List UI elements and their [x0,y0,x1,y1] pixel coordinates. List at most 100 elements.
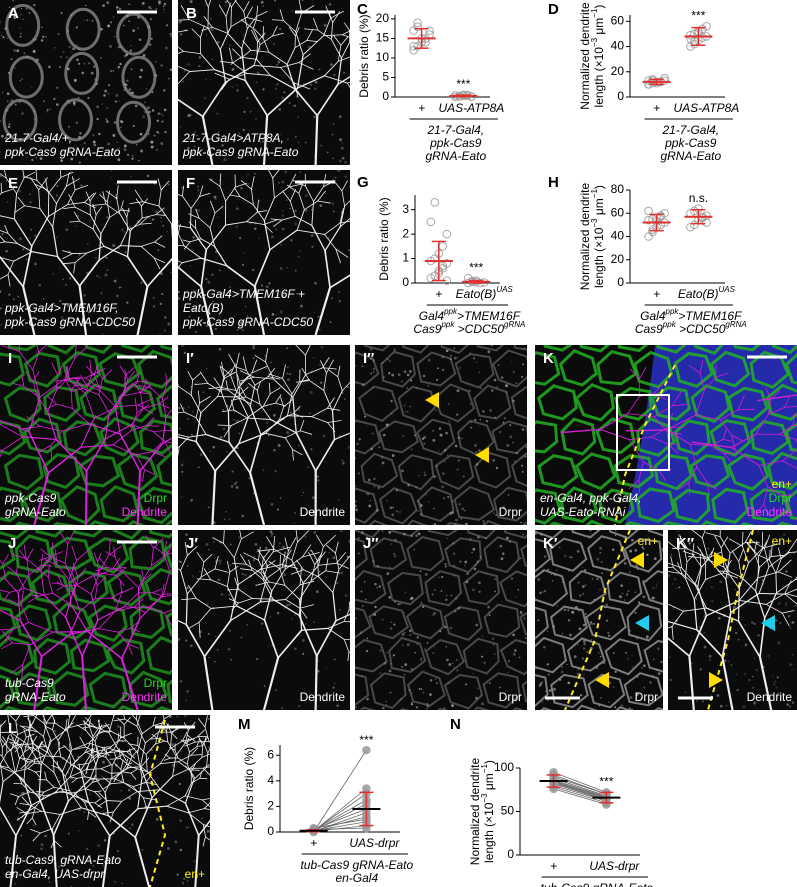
dendrite [265,348,269,363]
dendrite [719,409,739,421]
dendrite [36,179,50,194]
speckle [339,530,343,533]
dendrite [97,800,108,807]
speckle [188,391,192,394]
speckle [409,405,412,408]
dendrite [108,740,119,749]
speckle [297,141,300,144]
speckle [206,829,210,833]
speckle [176,873,180,876]
speckle [118,7,122,11]
speckle [19,315,22,318]
cell-outline [139,419,172,455]
dendrite [0,255,25,288]
speckle [131,157,134,160]
speckle [724,659,727,662]
speckle [605,619,609,622]
dendrite [183,241,191,250]
speckle [272,43,275,45]
dendrite [86,384,101,391]
speckle [392,655,394,657]
dendrite [764,592,778,619]
speckle [170,743,174,746]
zoom-box [616,394,670,471]
speckle [62,278,65,281]
speckle [699,668,702,671]
text-part: ) [592,185,606,189]
speckle [464,560,467,564]
dendrite [178,385,192,396]
dendrite [205,836,210,841]
cell-outline [35,530,65,538]
dendrite [38,189,41,209]
speckle [280,243,283,246]
dendrite [22,644,31,666]
genotype-label: ppk-Cas9 [429,136,482,150]
speckle [273,414,276,417]
dendrite [414,266,432,273]
dendrite [43,786,55,793]
speckle [485,419,489,423]
speckle [198,65,201,68]
speckle [634,549,638,552]
speckle [14,882,17,885]
dendrite [24,747,31,753]
speckle [1,91,4,93]
speckle [243,573,247,577]
dendrite [226,571,231,587]
speckle [437,367,439,370]
dendrite [102,783,112,790]
speckle [320,144,323,147]
group-label: + [435,287,442,301]
dendrite [745,541,755,553]
speckle [520,521,522,524]
dendrite [784,593,797,597]
genotype-label: Gal4ppk>TMEM16F [640,307,742,323]
speckle [238,292,240,295]
dendrite [6,566,17,575]
dendrite [260,415,289,436]
dendrite [299,419,305,432]
dendrite [262,571,270,583]
speckle [41,140,45,143]
dendrite [212,809,222,812]
data-point [430,198,440,207]
dendrite [246,72,271,76]
speckle [753,701,757,705]
dendrite [187,371,193,381]
cell-outline [536,384,579,421]
dendrite [116,185,119,199]
speckle [355,508,358,512]
dendrite [21,373,25,387]
speckle [515,382,518,385]
dendrite [241,48,246,82]
speckle [217,216,219,218]
dendrite [694,584,707,609]
dendrite [169,746,176,751]
speckle [116,294,119,298]
dendrite [781,494,793,497]
speckle [6,92,10,95]
dendrite [43,755,62,758]
dendrite [792,413,796,426]
genotype-caption: 21-7-Gal4/+, [4,131,72,145]
speckle [88,793,91,795]
speckle [414,651,417,654]
speckle [102,864,105,867]
speckle [107,24,111,28]
speckle [269,530,273,534]
speckle [583,647,586,650]
dendrite [76,724,87,731]
speckle [382,433,386,437]
speckle [87,96,90,100]
panel-letter: J′ [186,535,198,552]
speckle [521,613,523,616]
dendrite [339,208,344,224]
dendrite [389,62,394,69]
speckle [38,283,42,287]
dendrite [423,246,433,253]
dendrite [242,40,252,51]
dendrite [238,416,249,445]
dendrite [787,551,797,554]
